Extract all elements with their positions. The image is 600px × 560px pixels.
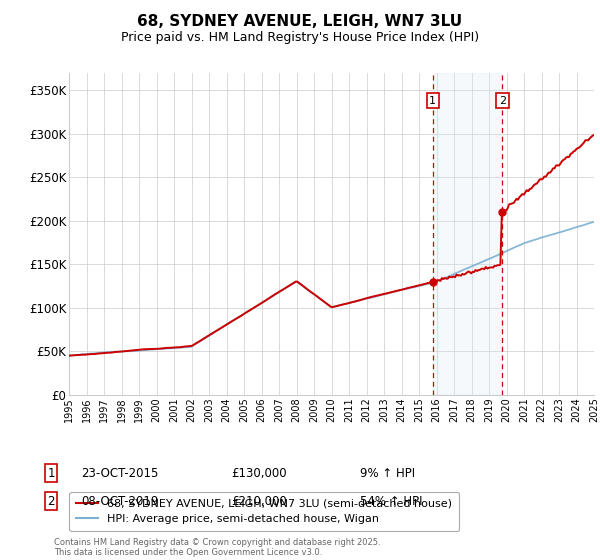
Text: Price paid vs. HM Land Registry's House Price Index (HPI): Price paid vs. HM Land Registry's House …: [121, 31, 479, 44]
Text: 1: 1: [430, 96, 436, 106]
Text: 2: 2: [47, 494, 55, 508]
Text: £130,000: £130,000: [231, 466, 287, 480]
Text: 68, SYDNEY AVENUE, LEIGH, WN7 3LU: 68, SYDNEY AVENUE, LEIGH, WN7 3LU: [137, 14, 463, 29]
Text: £210,000: £210,000: [231, 494, 287, 508]
Text: 9% ↑ HPI: 9% ↑ HPI: [360, 466, 415, 480]
Text: 23-OCT-2015: 23-OCT-2015: [81, 466, 158, 480]
Text: 54% ↑ HPI: 54% ↑ HPI: [360, 494, 422, 508]
Text: 08-OCT-2019: 08-OCT-2019: [81, 494, 158, 508]
Text: 1: 1: [47, 466, 55, 480]
Text: Contains HM Land Registry data © Crown copyright and database right 2025.
This d: Contains HM Land Registry data © Crown c…: [54, 538, 380, 557]
Text: 2: 2: [499, 96, 506, 106]
Bar: [433, 73, 502, 395]
Legend: 68, SYDNEY AVENUE, LEIGH, WN7 3LU (semi-detached house), HPI: Average price, sem: 68, SYDNEY AVENUE, LEIGH, WN7 3LU (semi-…: [70, 492, 459, 531]
